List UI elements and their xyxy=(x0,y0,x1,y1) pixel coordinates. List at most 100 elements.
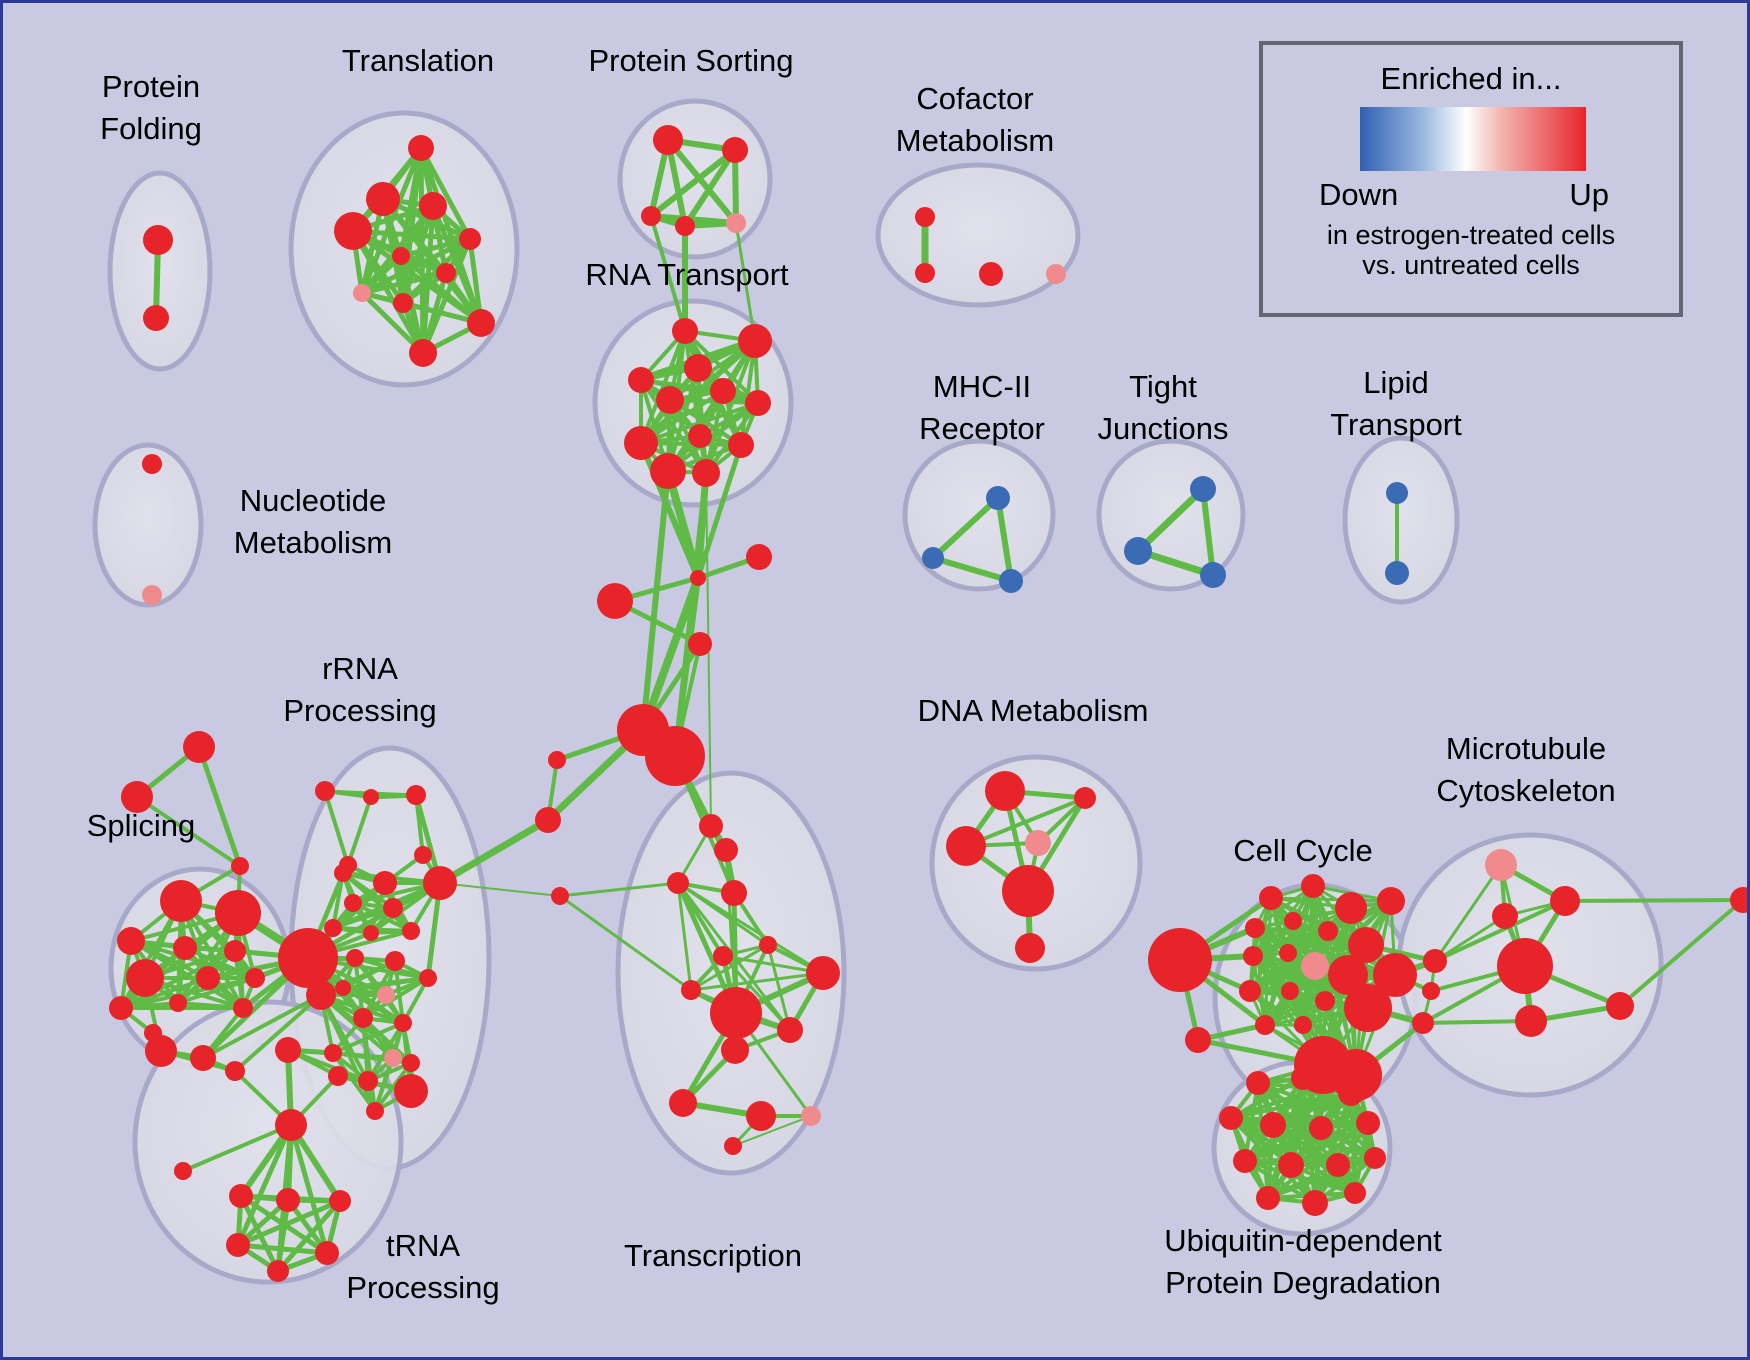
node-mt3 xyxy=(1497,938,1553,994)
edge-j1-HUB1 xyxy=(639,574,702,734)
node-mt4 xyxy=(1515,1005,1547,1037)
cluster-nucleotide-metabolism xyxy=(92,442,204,608)
node-cc9 xyxy=(1243,946,1263,966)
edge-rr19-RH2 xyxy=(319,993,377,1113)
node-rt11 xyxy=(650,453,686,489)
node-tr3 xyxy=(334,212,372,250)
node-j1 xyxy=(690,570,706,586)
edge-th-h5 xyxy=(288,1122,330,1256)
node-rt1 xyxy=(672,318,698,344)
node-sp2 xyxy=(215,890,261,936)
node-ub6 xyxy=(1309,1116,1333,1140)
node-tj1 xyxy=(1190,476,1216,502)
node-rt2 xyxy=(738,324,772,358)
node-sp11 xyxy=(233,998,253,1018)
node-ub9 xyxy=(1278,1152,1304,1178)
node-pf2 xyxy=(143,305,169,331)
node-rrp2 xyxy=(384,1049,402,1067)
node-ub10 xyxy=(1326,1153,1350,1177)
node-m3 xyxy=(406,785,426,805)
cluster-label-rna-transport-line1: RNA Transport xyxy=(585,257,789,292)
node-trA xyxy=(183,731,215,763)
edge-tb-tx8 xyxy=(558,894,693,992)
legend-box: Enriched in... Down Up in estrogen-treat… xyxy=(1259,41,1683,317)
node-ub3 xyxy=(1338,1080,1364,1106)
edge-trB-trC xyxy=(135,795,242,868)
node-mtp xyxy=(1485,849,1517,881)
node-sp8 xyxy=(245,968,265,988)
node-tx9 xyxy=(777,1017,803,1043)
node-tx13 xyxy=(724,1137,742,1155)
node-j4 xyxy=(688,632,712,656)
node-ub5 xyxy=(1260,1112,1286,1138)
node-rr9 xyxy=(402,922,420,940)
edge-ps2-ps3 xyxy=(648,147,738,219)
node-m2 xyxy=(363,789,379,805)
edge-rt4-rt12 xyxy=(639,378,708,475)
node-cc7 xyxy=(1318,921,1338,941)
edge-tx2-TXH xyxy=(724,848,738,1015)
node-tb1 xyxy=(275,1037,301,1063)
node-tb xyxy=(551,887,569,905)
edge-cc1-cc4 xyxy=(1269,896,1393,903)
node-tr5 xyxy=(459,228,481,250)
node-tj3 xyxy=(1200,562,1226,588)
edge-dm2-dm3 xyxy=(964,796,1087,848)
node-rr6 xyxy=(383,898,403,918)
node-rr18 xyxy=(402,1054,420,1072)
cluster-label-nucleotide-metabolism-line2: Metabolism xyxy=(234,525,393,560)
node-sp4 xyxy=(173,936,197,960)
node-tr10 xyxy=(467,309,495,337)
edge-rr11-rr15 xyxy=(393,959,405,1025)
node-tr7 xyxy=(436,263,456,283)
node-br3 xyxy=(1412,1012,1434,1034)
cluster-label-cofactor-metabolism-line2: Metabolism xyxy=(896,123,1055,158)
node-mt5 xyxy=(1606,992,1634,1020)
node-cf2 xyxy=(915,263,935,283)
edge-tx13-txp xyxy=(732,1115,812,1147)
node-rr10 xyxy=(346,949,364,967)
cluster-label-ubiquitin-line2: Protein Degradation xyxy=(1165,1265,1441,1300)
edge-rr16-rr19 xyxy=(331,1051,377,1113)
edge-tr8-tr11 xyxy=(359,290,426,356)
edge-trA-trC xyxy=(196,744,243,869)
node-sp13 xyxy=(145,1035,177,1067)
edge-rt2-rt12 xyxy=(704,339,757,475)
node-ub14 xyxy=(1344,1182,1366,1204)
node-tb2 xyxy=(328,1066,348,1086)
node-br1 xyxy=(1423,949,1447,973)
edge-rt1-rt9 xyxy=(639,329,687,445)
edge-tb1-rr17 xyxy=(286,1048,370,1083)
edge-tx3-tx8 xyxy=(676,881,693,992)
node-th xyxy=(275,1109,307,1141)
edge-rt7-rt9 xyxy=(639,401,760,445)
edge-RH2-sp14 xyxy=(201,993,323,1060)
node-cf3 xyxy=(979,262,1003,286)
node-j6 xyxy=(535,807,561,833)
node-tr1 xyxy=(408,135,434,161)
node-HUB2 xyxy=(645,726,705,786)
node-rr12 xyxy=(335,980,351,996)
edge-rt2-rt9 xyxy=(638,338,758,446)
legend-title: Enriched in... xyxy=(1380,61,1562,96)
node-tl xyxy=(174,1162,192,1180)
edge-mt5-mt6 xyxy=(1618,898,1745,1008)
edge-ps1-ps5 xyxy=(665,137,739,226)
node-mh3 xyxy=(999,569,1023,593)
edge-ps2-ps4 xyxy=(682,147,738,229)
node-ps4 xyxy=(675,216,695,236)
node-tb3 xyxy=(394,1074,428,1108)
node-sp14 xyxy=(190,1045,216,1071)
edge-rt11-j1 xyxy=(664,467,702,582)
node-sp3 xyxy=(117,927,145,955)
edge-tb-tx3 xyxy=(558,881,680,898)
node-ps5 xyxy=(726,213,746,233)
node-cf4 xyxy=(1046,264,1066,284)
edge-cc7-cc9 xyxy=(1251,929,1330,958)
node-tr6 xyxy=(392,247,410,265)
edge-br1-mt2 xyxy=(1433,914,1507,963)
node-rr19 xyxy=(366,1102,384,1120)
cluster-label-trna-processing-line2: Processing xyxy=(346,1270,499,1305)
node-RH3 xyxy=(423,866,457,900)
node-cc17 xyxy=(1255,1015,1275,1035)
